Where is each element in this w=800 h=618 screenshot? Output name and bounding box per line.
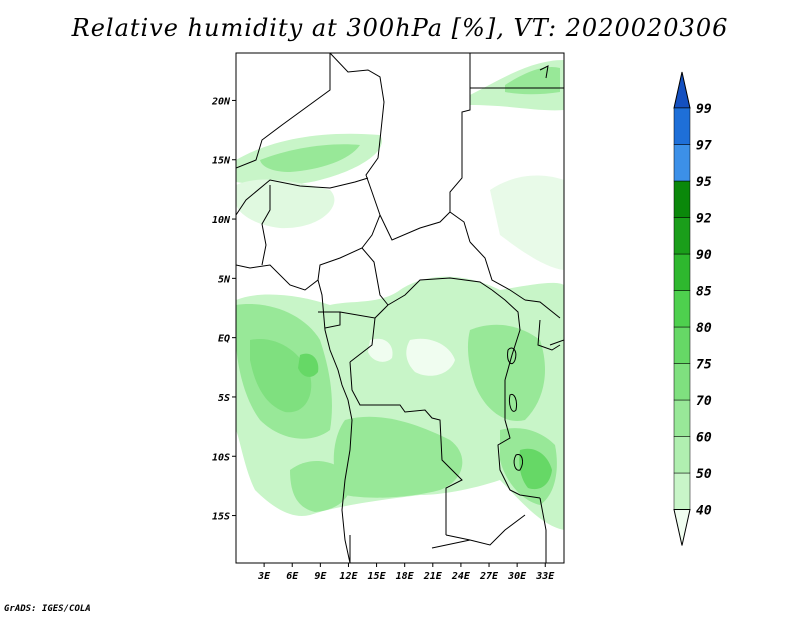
country-boundaries (236, 53, 564, 563)
colorbar-label: 40 (696, 504, 712, 519)
map-frame (235, 52, 565, 564)
map-title: Relative humidity at 300hPa [%], VT: 202… (71, 14, 729, 42)
colorbar-top-arrow (673, 71, 691, 109)
lat-tick-label: EQ (218, 334, 230, 345)
lat-tick-label: 15S (212, 512, 230, 523)
colorbar-label: 50 (696, 467, 712, 482)
lat-tick-label: 10N (212, 215, 231, 226)
lat-tick-label: 10S (212, 452, 230, 463)
colorbar-segment (673, 472, 691, 510)
colorbar-segment (673, 144, 691, 182)
colorbar-segment (673, 217, 691, 255)
colorbar-label: 99 (696, 102, 712, 117)
colorbar-segment (673, 436, 691, 474)
colorbar-label: 92 (696, 212, 712, 227)
colorbar-label: 70 (696, 394, 712, 409)
lon-tick-label: 15E (368, 571, 387, 582)
lon-tick-label: 9E (314, 571, 327, 582)
colorbar-label: 75 (696, 358, 712, 373)
colorbar-segment (673, 107, 691, 145)
lon-tick-label: 3E (257, 571, 271, 582)
lon-tick-label: 30E (507, 571, 527, 582)
colorbar-bottom-arrow (673, 509, 691, 546)
colorbar-segment (673, 253, 691, 291)
lon-tick-label: 33E (535, 571, 555, 582)
lon-tick-label: 27E (479, 571, 499, 582)
colorbar-segment (673, 290, 691, 328)
colorbar-label: 80 (696, 321, 712, 336)
lat-tick-label: 15N (212, 156, 231, 167)
lat-tick-label: 5N (218, 274, 231, 285)
colorbar-label: 60 (696, 431, 712, 446)
colorbar-label: 85 (696, 285, 712, 300)
colorbar-label: 97 (696, 139, 712, 154)
colorbar-segment (673, 180, 691, 218)
colorbar-segment (673, 363, 691, 401)
lat-tick-label: 20N (211, 96, 231, 107)
lat-tick-label: 5S (218, 393, 230, 404)
colorbar-label: 90 (696, 248, 712, 263)
map-ticks: 20N 15N 10N 5N EQ 5S 10S 15S 3E 6E 9E 12E 15E 18E 21E 2… (211, 96, 555, 582)
lon-tick-label: 21E (423, 571, 443, 582)
colorbar-label: 95 (696, 175, 712, 190)
colorbar-segment (673, 326, 691, 364)
lon-tick-label: 6E (286, 571, 299, 582)
credit-label: GrADS: IGES/COLA (4, 604, 91, 614)
lon-tick-label: 18E (396, 571, 415, 582)
colorbar: 40 50 60 70 75 80 85 90 92 95 97 99 (673, 71, 712, 546)
humidity-shading (236, 60, 564, 530)
colorbar-segment (673, 399, 691, 437)
lon-tick-label: 12E (339, 571, 358, 582)
lon-tick-label: 24E (451, 571, 471, 582)
